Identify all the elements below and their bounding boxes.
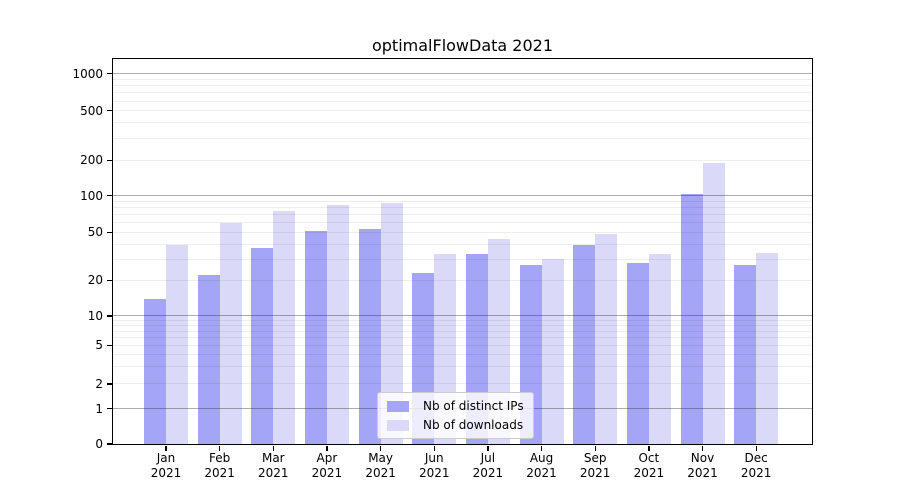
legend-label-downloads: Nb of downloads <box>423 418 524 432</box>
y-tick-label: 200 <box>80 153 103 168</box>
x-tick-mark <box>487 446 489 451</box>
y-tick-mark <box>107 231 112 234</box>
bar-distinct-ips-apr <box>304 231 327 444</box>
y-tick-label: 100 <box>80 188 103 203</box>
x-tick-mark <box>755 446 757 451</box>
bar-downloads-may <box>380 203 403 444</box>
x-tick-mark <box>648 446 650 451</box>
bar-distinct-ips-mar <box>251 248 274 444</box>
x-tick-mark <box>433 446 435 451</box>
legend-swatch-downloads <box>387 419 409 431</box>
bar-downloads-dec <box>756 252 779 444</box>
x-tick-label: Nov 2021 <box>687 451 718 480</box>
plot-area: 0 1 2 5 10 20 50 100 200 500 1000 Jan 2021 Feb 2021 Ma… <box>72 58 813 480</box>
y-tick-mark <box>107 110 112 112</box>
x-tick-label: Dec 2021 <box>740 451 772 480</box>
bar-downloads-aug <box>541 259 564 444</box>
x-tick-label: Apr 2021 <box>311 451 343 480</box>
x-tick-mark <box>326 446 328 451</box>
legend-item-downloads: Nb of downloads <box>387 418 524 432</box>
y-tick-label: 2 <box>95 376 103 391</box>
y-tick-mark <box>107 407 112 410</box>
y-tick-label: 10 <box>87 308 103 323</box>
x-tick-label: Mar 2021 <box>258 451 289 480</box>
x-tick-label: May 2021 <box>365 451 396 480</box>
legend-swatch-distinct-ips <box>387 400 409 412</box>
bar-downloads-sep <box>595 234 618 444</box>
bar-downloads-jan <box>166 245 188 444</box>
x-tick-label: Sep 2021 <box>579 451 611 480</box>
x-tick-mark <box>701 446 704 451</box>
x-tick-label: Aug 2021 <box>526 451 557 480</box>
y-tick-mark <box>107 315 112 317</box>
x-tick-label: Jun 2021 <box>418 451 450 480</box>
bars-layer <box>113 59 812 444</box>
x-tick-label: Feb 2021 <box>204 451 235 480</box>
x-tick-mark <box>165 446 167 451</box>
bar-distinct-ips-oct <box>626 262 649 444</box>
bar-downloads-oct <box>648 254 671 444</box>
legend-item-distinct-ips: Nb of distinct IPs <box>387 399 524 413</box>
x-tick-mark <box>272 446 274 451</box>
bar-distinct-ips-nov <box>680 193 703 444</box>
bar-downloads-mar <box>273 210 296 444</box>
bar-distinct-ips-may <box>358 229 381 444</box>
bar-distinct-ips-sep <box>573 245 596 444</box>
y-tick-mark <box>107 443 112 445</box>
bar-downloads-apr <box>326 204 349 444</box>
x-tick-mark <box>380 446 382 451</box>
x-tick-mark <box>594 446 596 451</box>
bar-distinct-ips-jan <box>144 298 166 444</box>
y-tick-label: 1 <box>95 401 103 416</box>
y-tick-label: 0 <box>95 437 103 451</box>
y-tick-mark <box>107 344 112 347</box>
bar-downloads-feb <box>219 222 242 444</box>
y-tick-label: 5 <box>95 338 103 353</box>
x-tick-label: Oct 2021 <box>633 451 665 480</box>
x-tick-label: Jul 2021 <box>472 451 504 480</box>
y-tick-label: 50 <box>87 225 103 240</box>
x-tick-label: Jan 2021 <box>150 451 182 480</box>
bar-distinct-ips-dec <box>734 264 757 444</box>
y-tick-mark <box>107 159 112 161</box>
legend-label-distinct-ips: Nb of distinct IPs <box>423 399 524 413</box>
x-tick-mark <box>540 446 543 451</box>
y-tick-label: 20 <box>87 273 103 288</box>
y-tick-mark <box>107 195 112 197</box>
y-tick-mark <box>107 279 112 282</box>
y-tick-mark <box>107 383 112 385</box>
y-tick-mark <box>107 73 112 75</box>
bar-distinct-ips-feb <box>197 275 220 444</box>
y-tick-label: 1000 <box>72 66 103 81</box>
bar-downloads-nov <box>702 162 725 444</box>
legend: Nb of distinct IPs Nb of downloads <box>377 392 534 439</box>
chart-title: optimalFlowData 2021 <box>371 36 554 55</box>
y-tick-label: 500 <box>80 103 103 118</box>
x-tick-mark <box>219 446 221 451</box>
